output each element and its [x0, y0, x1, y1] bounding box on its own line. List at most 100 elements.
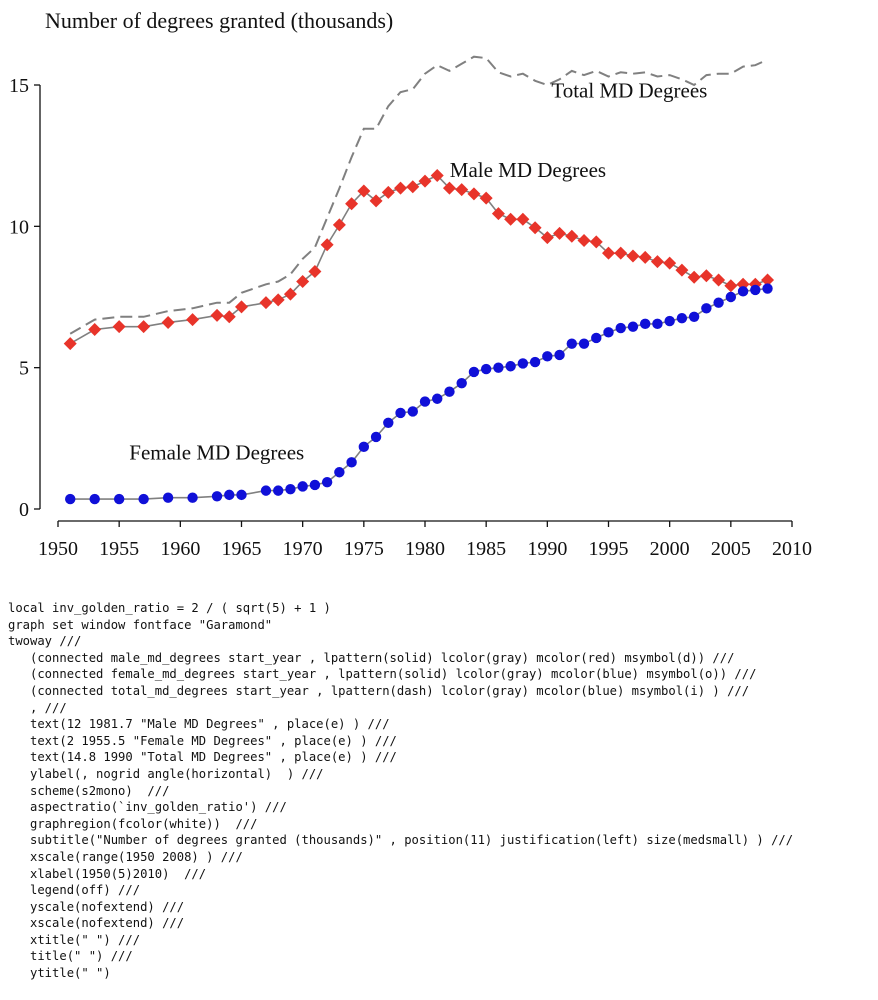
female-md-degrees-point [285, 484, 296, 495]
female-md-degrees-point [334, 467, 345, 478]
female-md-degrees-point [419, 396, 431, 407]
female-md-degrees-point [517, 358, 529, 369]
y-tick-label: 0 [19, 499, 29, 521]
female-md-degrees-point [542, 351, 553, 362]
female-md-degrees-point [652, 318, 663, 330]
male-md-degrees-point [161, 315, 175, 329]
male-md-degrees-point [418, 174, 432, 188]
male-md-degrees-point [345, 197, 359, 211]
code-line: xlabel(1950(5)2010) /// [8, 866, 207, 881]
female-md-degrees-point [554, 349, 565, 361]
female-md-degrees-point [211, 491, 223, 502]
x-tick-label: 2010 [772, 538, 812, 560]
male-md-degrees-point [296, 274, 310, 288]
x-tick-label: 1970 [283, 538, 323, 560]
female-md-degrees-point [187, 492, 198, 503]
female-md-degrees-point [407, 406, 418, 417]
female-md-degrees-point [750, 284, 761, 296]
female-md-degrees-point [762, 283, 773, 294]
y-tick-label: 10 [9, 216, 29, 238]
male-md-degrees-point [332, 218, 346, 232]
male-md-degrees-point [455, 183, 469, 197]
male-md-degrees-point [137, 320, 151, 334]
male-md-degrees-point [504, 212, 518, 226]
chart-area: Number of degrees granted (thousands) 0 5… [9, 8, 812, 560]
female-md-degrees-point [297, 481, 308, 492]
code-line: aspectratio(`inv_golden_ratio') /// [8, 800, 287, 815]
code-line: yscale(nofextend) /// [8, 899, 185, 914]
code-line: , /// [8, 700, 67, 715]
male-md-degrees-point [467, 187, 481, 201]
female-md-degrees-point [89, 493, 100, 505]
x-tick-label: 1950 [38, 538, 78, 560]
code-line: (connected female_md_degrees start_year … [8, 667, 757, 682]
female-md-degrees-annotation: Female MD Degrees [129, 440, 304, 464]
x-tick-label: 2000 [650, 538, 690, 560]
male-md-degrees-point [369, 194, 383, 208]
code-line: text(14.8 1990 "Total MD Degrees" , plac… [8, 750, 397, 765]
female-md-degrees-point [65, 493, 76, 505]
female-md-degrees-point [725, 291, 737, 303]
x-tick-label: 1995 [589, 538, 629, 560]
male-md-degrees-point [675, 263, 689, 277]
code-line: xtitle(" ") /// [8, 932, 141, 947]
total-md-degrees-annotation: Total MD Degrees [551, 79, 707, 103]
y-tick-label: 15 [9, 75, 29, 97]
male-md-degrees-point [406, 180, 420, 194]
male-md-degrees-point [210, 308, 224, 322]
male-md-degrees-point [381, 185, 395, 199]
female-md-degrees-point [113, 493, 125, 505]
x-tick-label: 1955 [99, 538, 139, 560]
code-line: title(" ") /// [8, 949, 133, 964]
male-md-degrees-point [112, 320, 126, 334]
male-md-degrees-point [626, 249, 640, 263]
female-md-degrees-point [493, 362, 504, 373]
female-md-degrees-point [309, 479, 321, 491]
female-md-degrees-line [70, 287, 768, 500]
female-md-degrees-point [578, 338, 590, 349]
code-line: (connected male_md_degrees start_year , … [8, 650, 735, 665]
male-md-degrees-point [699, 269, 713, 283]
female-md-degrees-point [432, 393, 443, 404]
male-md-degrees-point [491, 207, 505, 221]
code-line: graph set window fontface "Garamond" [8, 617, 273, 632]
male-md-degrees-point [724, 279, 738, 293]
male-md-degrees-point [516, 212, 530, 226]
female-md-degrees-point [346, 457, 357, 468]
female-md-degrees-point [444, 386, 455, 397]
line-chart: 0 5 10 15 1950 1955 1960 1965 1970 1975 1980 1985 19… [9, 55, 812, 560]
male-md-degrees-point [687, 270, 701, 284]
x-tick-label: 2005 [711, 538, 751, 560]
male-md-degrees-line [69, 174, 768, 345]
female-md-degrees-point [370, 431, 382, 443]
male-md-degrees-point [528, 221, 542, 235]
male-md-degrees-point [479, 191, 493, 205]
stata-code-block: local inv_golden_ratio = 2 / ( sqrt(5) +… [8, 600, 793, 982]
male-md-degrees-point [602, 246, 615, 260]
code-line: subtitle("Number of degrees granted (tho… [8, 833, 794, 848]
male-md-degrees-point [259, 296, 273, 310]
code-line: ylabel(, nogrid angle(horizontal) ) /// [8, 766, 324, 781]
female-md-degrees-point [676, 313, 688, 324]
code-line: text(12 1981.7 "Male MD Degrees" , place… [8, 717, 390, 732]
female-md-degrees-point [591, 332, 602, 344]
female-md-degrees-point [713, 297, 724, 308]
x-tick-label: 1975 [344, 538, 384, 560]
y-tick-label: 5 [19, 358, 29, 380]
code-line: (connected total_md_degrees start_year ,… [8, 683, 750, 698]
female-md-degrees-point [456, 378, 467, 389]
x-tick-label: 1990 [527, 538, 567, 560]
female-md-degrees-point [468, 366, 480, 378]
female-md-degrees-point [737, 286, 749, 297]
code-line: graphregion(fcolor(white)) /// [8, 816, 258, 831]
male-md-degrees-point [308, 265, 322, 279]
female-md-degrees-point [138, 493, 149, 505]
code-line: xscale(range(1950 2008) ) /// [8, 849, 243, 864]
male-md-degrees-point [650, 255, 664, 269]
female-md-degrees-point [321, 476, 333, 488]
male-md-degrees-point [589, 235, 603, 249]
code-line: legend(off) /// [8, 883, 141, 898]
female-md-degrees-point [529, 356, 541, 368]
male-md-degrees-point [577, 233, 591, 247]
female-md-degrees-point [505, 361, 516, 372]
